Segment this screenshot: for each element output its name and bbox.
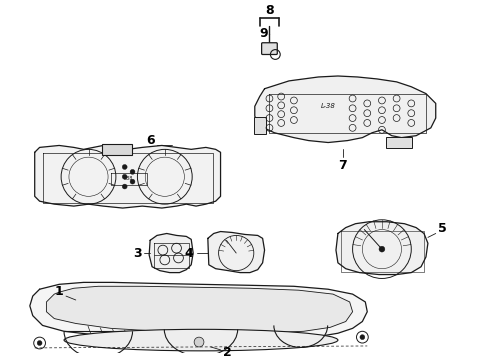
- Circle shape: [360, 335, 365, 339]
- Text: 2: 2: [223, 346, 232, 359]
- FancyBboxPatch shape: [262, 43, 277, 54]
- Text: 5: 5: [438, 222, 447, 235]
- Text: 888: 888: [124, 176, 133, 181]
- Polygon shape: [208, 231, 265, 273]
- Text: 8: 8: [265, 4, 274, 17]
- Polygon shape: [255, 76, 436, 143]
- Polygon shape: [35, 145, 220, 208]
- Circle shape: [122, 184, 127, 189]
- Polygon shape: [336, 222, 428, 275]
- Circle shape: [194, 337, 204, 347]
- Polygon shape: [149, 234, 193, 273]
- Circle shape: [130, 170, 135, 174]
- Text: 4: 4: [185, 247, 194, 260]
- FancyBboxPatch shape: [102, 144, 131, 155]
- Circle shape: [379, 246, 385, 252]
- Polygon shape: [30, 282, 368, 340]
- Text: 7: 7: [339, 158, 347, 171]
- FancyBboxPatch shape: [386, 137, 412, 148]
- Circle shape: [122, 165, 127, 170]
- Text: 6: 6: [146, 134, 154, 147]
- Circle shape: [122, 174, 127, 179]
- Text: L-38: L-38: [320, 103, 336, 109]
- Circle shape: [130, 179, 135, 184]
- Text: 1: 1: [55, 285, 64, 298]
- Circle shape: [37, 341, 42, 346]
- Text: 3: 3: [133, 247, 142, 260]
- Text: 9: 9: [259, 27, 268, 40]
- Ellipse shape: [64, 329, 338, 351]
- FancyBboxPatch shape: [254, 117, 266, 134]
- Polygon shape: [47, 286, 353, 333]
